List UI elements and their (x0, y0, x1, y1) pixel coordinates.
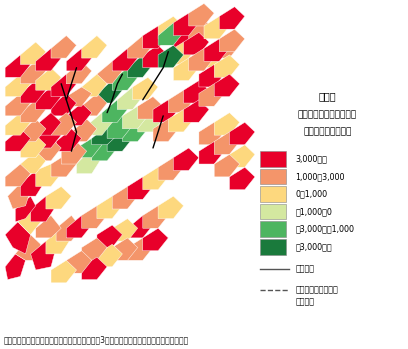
Text: 凡　例: 凡 例 (319, 91, 336, 101)
Text: 神戸市界: 神戸市界 (295, 297, 314, 306)
Text: －3,000未満: －3,000未満 (295, 242, 332, 251)
Bar (260, 186, 286, 202)
Text: は府県界: は府県界 (295, 264, 314, 273)
Bar (260, 222, 286, 237)
Text: 1,000〜3,000: 1,000〜3,000 (295, 172, 345, 181)
Text: 0〜1,000: 0〜1,000 (295, 190, 327, 199)
Text: －1,000〜0: －1,000〜0 (295, 207, 332, 216)
Text: －3,000〜－1,000: －3,000〜－1,000 (295, 225, 354, 234)
Text: （トリップ数の変化量）: （トリップ数の変化量） (298, 110, 357, 119)
Text: 単位：トリップ／日: 単位：トリップ／日 (303, 127, 352, 136)
Bar (260, 204, 286, 220)
Text: 資料：京阪神都市圏パーソントリップ調査（第3回パーソントリップ調査圏域内の集計）: 資料：京阪神都市圏パーソントリップ調査（第3回パーソントリップ調査圏域内の集計） (4, 336, 189, 345)
Bar (260, 239, 286, 254)
Bar (260, 169, 286, 184)
Text: 3,000以上: 3,000以上 (295, 154, 327, 163)
Bar (260, 151, 286, 166)
Text: は京都市、大阪市、: は京都市、大阪市、 (295, 285, 338, 295)
